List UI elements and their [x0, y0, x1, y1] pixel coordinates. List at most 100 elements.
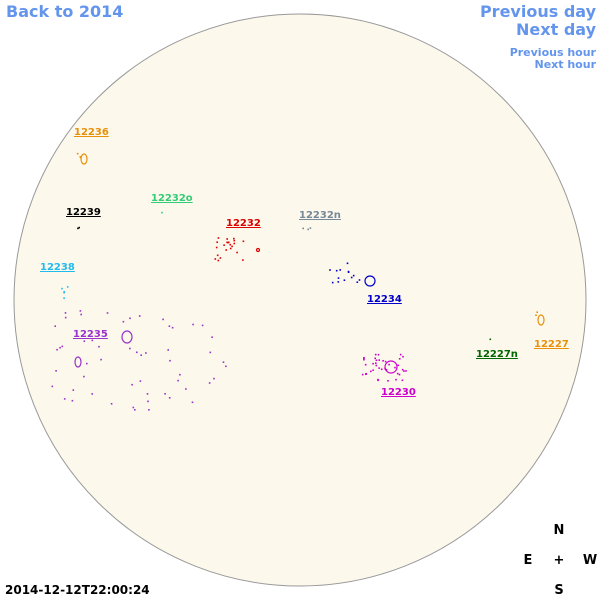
- sunspot: [51, 385, 54, 388]
- sunspot: [382, 360, 384, 362]
- region-label[interactable]: 12234: [367, 294, 402, 305]
- sunspot: [63, 398, 66, 400]
- sunspot: [77, 227, 79, 230]
- region-label[interactable]: 12227: [534, 339, 569, 350]
- sunspot: [222, 361, 225, 363]
- sunspot: [363, 357, 365, 359]
- sunspot: [380, 368, 383, 371]
- sunspot: [384, 360, 387, 363]
- region-label[interactable]: 12236: [74, 127, 109, 138]
- sunspot: [346, 262, 349, 265]
- sunspot: [100, 358, 102, 361]
- sunspot: [375, 364, 378, 367]
- previous-day-link[interactable]: Previous day: [480, 2, 597, 21]
- sunspot: [171, 326, 174, 329]
- sunspot: [378, 359, 380, 361]
- sunspot: [106, 312, 109, 314]
- sunspot: [233, 242, 236, 245]
- sunspot: [398, 358, 401, 360]
- sunspot: [134, 409, 136, 411]
- sunspot: [179, 373, 181, 376]
- region-label[interactable]: 12238: [40, 262, 75, 273]
- sunspot: [374, 353, 377, 356]
- sunspot: [177, 379, 179, 382]
- sunspot: [370, 370, 372, 373]
- sunspot: [66, 286, 69, 288]
- back-link[interactable]: Back to 2014: [6, 2, 123, 21]
- sunspot: [397, 364, 400, 367]
- sunspot: [162, 318, 164, 321]
- sunspot: [337, 277, 340, 279]
- sunspot: [72, 389, 75, 391]
- sunspot: [405, 370, 407, 372]
- next-hour-link[interactable]: Next hour: [535, 58, 597, 71]
- region-label[interactable]: 12230: [381, 387, 416, 398]
- compass-center: +: [554, 553, 565, 568]
- sunspot: [110, 403, 113, 405]
- sunspot-outline: [255, 247, 261, 253]
- sunspot: [395, 378, 397, 381]
- sunspot: [343, 279, 346, 281]
- sunspot: [64, 316, 67, 319]
- sunspot: [217, 237, 220, 239]
- sunspot: [147, 400, 149, 403]
- sunspot: [209, 351, 212, 354]
- sunspot: [236, 251, 238, 254]
- sunspot: [216, 254, 219, 257]
- sunspot: [385, 368, 388, 371]
- sunspot: [242, 240, 245, 243]
- sunspot-outline: [384, 360, 398, 374]
- region-label[interactable]: 12227n: [476, 349, 518, 360]
- sunspot: [489, 338, 492, 341]
- sunspot: [361, 373, 364, 376]
- sunspot-outline: [364, 275, 376, 287]
- sunspot: [79, 310, 82, 312]
- sunspot: [225, 365, 227, 368]
- sunspot: [225, 249, 227, 251]
- sunspot: [129, 317, 131, 320]
- sunspot: [136, 351, 138, 354]
- region-label[interactable]: 12232n: [299, 210, 341, 221]
- sunspot: [399, 353, 402, 356]
- sunspot: [242, 259, 244, 261]
- solar-disk: [13, 13, 587, 587]
- sunspot: [364, 363, 367, 366]
- sunspot: [365, 372, 367, 375]
- sunspot: [169, 359, 171, 362]
- compass-north: N: [554, 523, 565, 538]
- region-label[interactable]: 12235: [73, 329, 108, 340]
- sunspot: [146, 393, 149, 395]
- previous-hour-link[interactable]: Previous hour: [510, 46, 597, 59]
- sunspot: [59, 346, 61, 349]
- sunspot: [78, 226, 80, 229]
- region-label[interactable]: 12239: [66, 207, 101, 218]
- sunspot: [55, 370, 57, 372]
- sunspot: [352, 274, 355, 277]
- sunspot: [402, 355, 404, 358]
- sunspot: [335, 269, 338, 272]
- sunspot: [401, 379, 404, 382]
- sunspot: [91, 393, 93, 395]
- sunspot: [131, 383, 133, 386]
- region-label[interactable]: 12232o: [151, 193, 193, 204]
- sunspot: [98, 345, 100, 348]
- sunspot: [226, 238, 228, 240]
- sunspot: [214, 258, 217, 260]
- sunspot: [129, 347, 131, 350]
- sunspot: [208, 382, 211, 384]
- sunspot: [216, 241, 218, 243]
- region-label[interactable]: 12232: [226, 218, 261, 229]
- sunspot: [350, 276, 353, 279]
- next-day-link[interactable]: Next day: [516, 20, 597, 39]
- sunspot: [387, 380, 389, 382]
- sunspot: [223, 244, 225, 246]
- sunspot: [363, 358, 365, 361]
- sunspot: [307, 228, 309, 231]
- sunspot: [378, 367, 380, 369]
- sunspot: [309, 227, 312, 229]
- sunspot: [168, 325, 171, 327]
- sunspot: [535, 314, 537, 316]
- sunspot: [233, 237, 235, 240]
- sunspot: [339, 269, 341, 271]
